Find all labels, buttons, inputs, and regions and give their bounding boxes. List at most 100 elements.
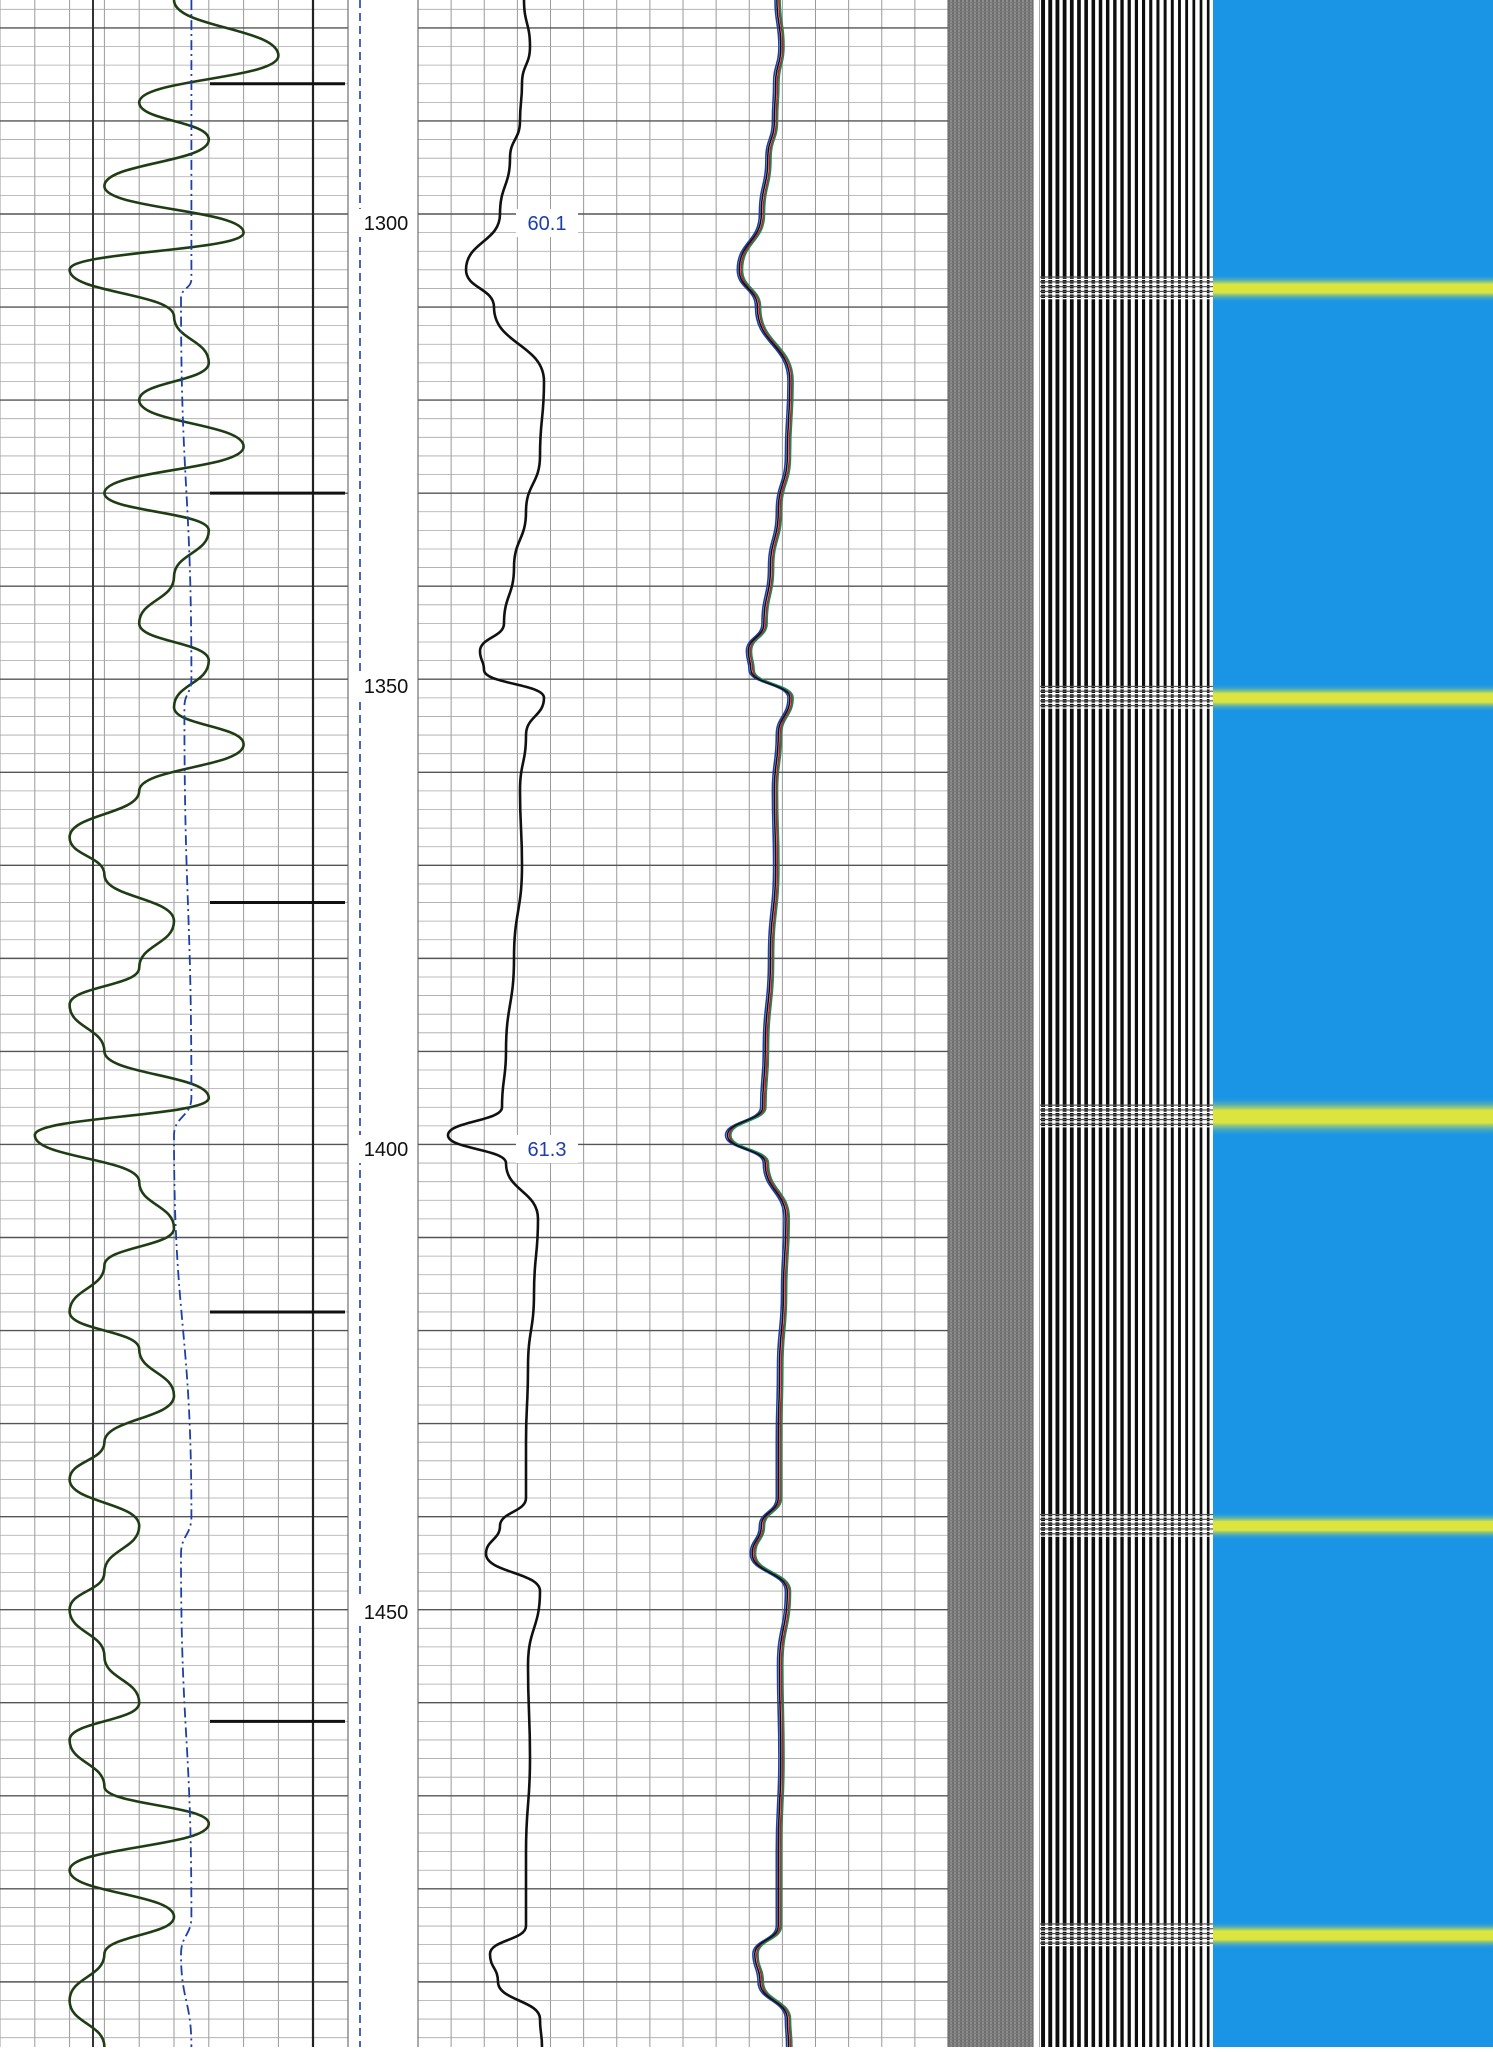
waveform-disturbance (1040, 1942, 1213, 1944)
marks-layer (33, 0, 1493, 2048)
waveform-disturbance (1040, 276, 1213, 278)
waveform-disturbance (1040, 700, 1213, 702)
waveform-stripe (1062, 0, 1067, 2047)
track-1-curve (33, 0, 280, 2048)
waveform-stripe (1170, 0, 1174, 2047)
waveform-disturbance (1040, 286, 1213, 288)
waveform-disturbance (1040, 1533, 1213, 1535)
waveform-disturbance (1040, 1928, 1213, 1930)
waveform-disturbance (1040, 1118, 1213, 1121)
waveform-disturbance (1040, 1925, 1213, 1927)
waveform-disturbance (1040, 1114, 1213, 1116)
waveform-disturbance (1040, 1513, 1213, 1516)
track-1-grid (0, 0, 349, 2047)
waveform-disturbance (1040, 690, 1213, 692)
image-band (1213, 1096, 1493, 1137)
curve-annotation: 60.1 (528, 213, 567, 235)
waveform-disturbance (1040, 1116, 1213, 1118)
waveform-disturbance (1040, 1111, 1213, 1113)
waveform-disturbance (1040, 1518, 1213, 1520)
waveform-disturbance (1040, 695, 1213, 697)
depth-tick-label: 1350 (364, 676, 409, 698)
image-band (1213, 683, 1493, 712)
waveform-disturbance (1040, 1530, 1213, 1532)
waveform-stripe (1098, 0, 1103, 2047)
waveform-stripe (1084, 0, 1088, 2047)
waveform-stripe (1163, 0, 1167, 2047)
waveform-disturbance (1040, 288, 1213, 290)
waveform-disturbance (1040, 688, 1213, 690)
waveform-disturbance (1040, 1930, 1213, 1932)
image-band (1213, 274, 1493, 303)
waveform-disturbance (1040, 1121, 1213, 1123)
waveform-disturbance (1040, 1109, 1213, 1111)
waveform-disturbance (1040, 1516, 1213, 1518)
waveform-disturbance (1040, 298, 1213, 300)
curve-annotation: 61.3 (528, 1139, 567, 1161)
waveform-disturbance (1040, 697, 1213, 700)
waveform-disturbance (1040, 1923, 1213, 1925)
waveform-disturbance (1040, 685, 1213, 688)
waveform-background (1040, 0, 1213, 2047)
waveform-disturbance (1040, 1535, 1213, 1537)
waveform-disturbance (1040, 281, 1213, 283)
waveform-disturbance (1040, 1940, 1213, 1942)
waveform-stripe (1134, 0, 1139, 2047)
track-2-grid (417, 0, 949, 2047)
waveform-stripe (1149, 0, 1153, 2047)
waveform-disturbance (1040, 707, 1213, 709)
depth-tick-label: 1400 (364, 1139, 409, 1161)
curve-annotations: 60.1 61.3 (516, 209, 578, 1163)
waveform-disturbance (1040, 290, 1213, 293)
waveform-stripe (1120, 0, 1124, 2047)
waveform-stripe (1048, 0, 1053, 2047)
waveform-stripe (1091, 0, 1096, 2047)
waveform-disturbance (1040, 1935, 1213, 1937)
track-3-curve (724, 0, 789, 2048)
waveform-stripe (1192, 0, 1196, 2047)
waveform-stripe (1077, 0, 1081, 2047)
track-3-curve (726, 0, 791, 2048)
waveform-stripe (1178, 0, 1181, 2047)
waveform-disturbance (1040, 1525, 1213, 1528)
waveform-disturbance (1040, 1944, 1213, 1947)
waveform-disturbance (1040, 278, 1213, 281)
waveform-stripe (1105, 0, 1110, 2047)
waveform-disturbance (1040, 283, 1213, 285)
waveform-disturbance (1040, 1123, 1213, 1125)
waveform-stripe (1127, 0, 1131, 2047)
waveform-disturbance (1040, 293, 1213, 295)
image-track (1213, 0, 1493, 2047)
waveform-stripe (1041, 0, 1046, 2047)
waveform-disturbance (1040, 1937, 1213, 1939)
depth-tick-label: 1450 (364, 1602, 409, 1624)
waveform-disturbance (1040, 693, 1213, 695)
track-2-curve (446, 0, 546, 2048)
waveform-disturbance (1040, 295, 1213, 297)
waveform-disturbance (1040, 1932, 1213, 1935)
waveform-stripe (1113, 0, 1117, 2047)
image-band (1213, 1921, 1493, 1950)
track-1-dashdot-curve (173, 0, 193, 2048)
depth-axis: 1300 1350 1400 1450 (358, 209, 414, 1626)
waveform-stripe (1156, 0, 1160, 2047)
waveform-disturbance (1040, 1521, 1213, 1523)
waveform-disturbance (1040, 702, 1213, 704)
waveform-disturbance (1040, 1528, 1213, 1530)
waveform-stripe (1206, 0, 1210, 2047)
waveform-stripe (1199, 0, 1203, 2047)
waveform-stripe (1069, 0, 1074, 2047)
track-3-curve (729, 0, 794, 2048)
waveform-disturbance (1040, 1106, 1213, 1109)
depth-tick-label: 1300 (364, 213, 409, 235)
waveform-track (1040, 0, 1213, 2047)
waveform-stripe (1141, 0, 1146, 2047)
waveform-disturbance (1040, 1523, 1213, 1525)
vdl-track (948, 0, 1033, 2047)
waveform-disturbance (1040, 1126, 1213, 1128)
image-band (1213, 1511, 1493, 1540)
waveform-stripe (1185, 0, 1189, 2047)
waveform-disturbance (1040, 705, 1213, 707)
